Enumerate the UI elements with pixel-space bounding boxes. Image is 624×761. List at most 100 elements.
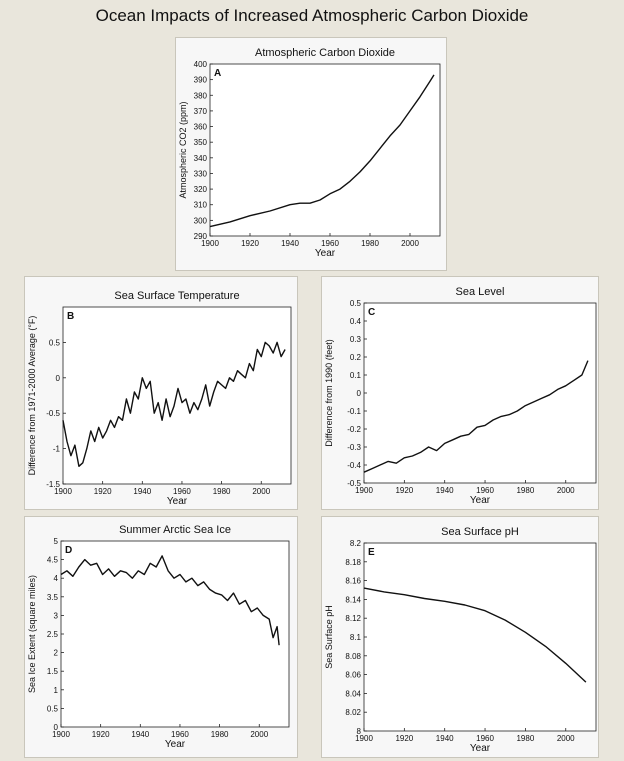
y-tick-label: 0.3 <box>350 335 362 344</box>
x-tick-label: 1960 <box>476 734 494 743</box>
y-tick-label: 360 <box>194 123 208 132</box>
chart-title: Summer Arctic Sea Ice <box>119 524 231 536</box>
y-tick-label: 0.1 <box>350 371 362 380</box>
y-tick-label: -0.4 <box>347 461 361 470</box>
y-tick-label: 0.5 <box>47 704 59 713</box>
x-tick-label: 1940 <box>131 730 149 739</box>
x-tick-label: 1920 <box>94 487 112 496</box>
series-line <box>62 341 286 468</box>
chart-A: Atmospheric Carbon Dioxide A 1900 1920 1940 1… <box>178 47 441 259</box>
x-tick-label: 1920 <box>92 730 110 739</box>
x-tick-label: 1920 <box>241 239 259 248</box>
y-tick-label: 5 <box>54 537 59 546</box>
x-tick-label: 2000 <box>401 239 419 248</box>
y-tick-label: 400 <box>194 60 208 69</box>
y-tick-label: 330 <box>194 169 208 178</box>
y-tick-label: 8 <box>357 727 362 736</box>
y-tick-label: 300 <box>194 216 208 225</box>
x-tick-label: 1980 <box>211 730 229 739</box>
panel-letter: E <box>368 547 375 558</box>
y-tick-label: 0 <box>56 374 61 383</box>
y-tick-label: 390 <box>194 76 208 85</box>
y-tick-label: 3.5 <box>47 593 59 602</box>
x-tick-label: 1980 <box>516 486 534 495</box>
y-tick-label: -0.1 <box>347 407 361 416</box>
x-tick-label: 1920 <box>395 734 413 743</box>
x-tick-label: 1940 <box>281 239 299 248</box>
y-tick-label: 8.1 <box>350 633 362 642</box>
y-tick-label: 1 <box>54 686 59 695</box>
y-tick-label: 1.5 <box>47 667 59 676</box>
x-axis-label: Year <box>167 496 188 507</box>
plot-area <box>363 542 597 732</box>
x-tick-label: 1980 <box>361 239 379 248</box>
series-line <box>209 74 435 228</box>
y-tick-label: 4.5 <box>47 556 59 565</box>
chart-D: Summer Arctic Sea Ice D 1900 1920 1940 1960 19… <box>27 524 290 750</box>
y-tick-label: -0.2 <box>347 425 361 434</box>
y-tick-label: 2.5 <box>47 630 59 639</box>
y-tick-label: 0.5 <box>350 299 362 308</box>
panel-sea-surface-ph: Sea Surface pH E 1900 1920 1940 1960 1980 2000 8… <box>321 516 599 758</box>
y-tick-label: 8.16 <box>345 577 361 586</box>
y-tick-label: 4 <box>54 574 59 583</box>
y-tick-label: 370 <box>194 107 208 116</box>
y-tick-label: -0.5 <box>46 409 60 418</box>
y-axis-label: Difference from 1971-2000 Average (°F) <box>27 316 37 476</box>
page-title: Ocean Impacts of Increased Atmospheric C… <box>95 6 529 25</box>
x-tick-label: 1900 <box>201 239 219 248</box>
y-tick-label: 8.06 <box>345 671 361 680</box>
chart-C: Sea Level C 1900 1920 1940 1960 1980 2000 -0.5 -0… <box>324 286 597 506</box>
y-axis-label: Sea Surface pH <box>324 605 334 669</box>
x-tick-label: 1920 <box>395 486 413 495</box>
y-tick-label: 0.5 <box>49 338 61 347</box>
x-axis-label: Year <box>470 743 491 754</box>
x-tick-label: 1900 <box>355 486 373 495</box>
x-tick-label: 2000 <box>250 730 268 739</box>
y-tick-label: 8.02 <box>345 708 361 717</box>
x-tick-label: 1960 <box>476 486 494 495</box>
chart-title: Sea Surface Temperature <box>114 290 239 302</box>
chart-B: Sea Surface Temperature B 1900 1920 1940 1960… <box>27 290 292 507</box>
x-tick-label: 2000 <box>557 734 575 743</box>
x-tick-label: 1940 <box>436 734 454 743</box>
x-axis-label: Year <box>165 739 186 750</box>
panel-sea-surface-temperature: Sea Surface Temperature B 1900 1920 1940 1960… <box>24 276 298 510</box>
y-tick-label: 8.04 <box>345 689 361 698</box>
panel-letter: D <box>65 545 72 556</box>
y-tick-label: 320 <box>194 185 208 194</box>
y-tick-label: 0 <box>54 723 59 732</box>
chart-title: Sea Level <box>456 286 505 298</box>
y-tick-label: -1 <box>53 445 61 454</box>
panel-co2: Atmospheric Carbon Dioxide A 1900 1920 1940 1… <box>175 37 447 271</box>
panel-sea-level: Sea Level C 1900 1920 1940 1960 1980 2000 -0.5 -0… <box>321 276 599 510</box>
plot-area <box>60 540 290 728</box>
y-tick-label: -1.5 <box>46 480 60 489</box>
y-tick-label: 8.18 <box>345 558 361 567</box>
x-axis-label: Year <box>470 495 491 506</box>
chart-E: Sea Surface pH E 1900 1920 1940 1960 1980 2000 8… <box>324 526 597 754</box>
x-tick-label: 1900 <box>52 730 70 739</box>
x-tick-label: 1900 <box>54 487 72 496</box>
y-tick-label: 0.2 <box>350 353 362 362</box>
x-tick-label: 1940 <box>436 486 454 495</box>
x-tick-label: 2000 <box>252 487 270 496</box>
x-tick-label: 1960 <box>173 487 191 496</box>
y-tick-label: 8.12 <box>345 614 361 623</box>
y-tick-label: 0.4 <box>350 317 362 326</box>
x-tick-label: 1940 <box>133 487 151 496</box>
y-axis-label: Difference from 1990 (feet) <box>324 339 334 446</box>
x-tick-label: 1960 <box>171 730 189 739</box>
y-tick-label: 310 <box>194 201 208 210</box>
series-line <box>363 360 589 473</box>
y-tick-label: 0 <box>357 389 362 398</box>
x-tick-label: 1960 <box>321 239 339 248</box>
x-tick-label: 1900 <box>355 734 373 743</box>
y-tick-label: 3 <box>54 611 59 620</box>
y-tick-label: 350 <box>194 138 208 147</box>
y-tick-label: -0.5 <box>347 479 361 488</box>
y-tick-label: 8.08 <box>345 652 361 661</box>
y-axis-label: Atmospheric CO2 (ppm) <box>178 101 188 198</box>
y-tick-label: 340 <box>194 154 208 163</box>
plot-area <box>363 302 597 484</box>
